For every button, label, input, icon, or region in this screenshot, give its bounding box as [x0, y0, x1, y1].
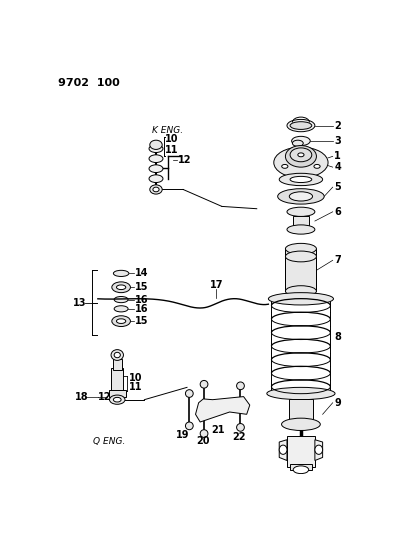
Ellipse shape: [298, 153, 304, 157]
Text: K ENG.: K ENG.: [152, 126, 183, 134]
Ellipse shape: [287, 119, 315, 132]
Ellipse shape: [114, 296, 128, 303]
Polygon shape: [315, 440, 323, 461]
Ellipse shape: [200, 381, 208, 388]
Ellipse shape: [274, 147, 328, 178]
Text: 15: 15: [135, 282, 148, 292]
Text: 22: 22: [232, 432, 246, 442]
Ellipse shape: [285, 251, 316, 262]
Bar: [109, 391, 126, 397]
Ellipse shape: [114, 352, 120, 358]
Text: 12: 12: [98, 392, 111, 401]
Text: 11: 11: [165, 145, 179, 155]
Ellipse shape: [200, 430, 208, 438]
Text: 20: 20: [196, 436, 209, 446]
Text: Q ENG.: Q ENG.: [93, 438, 126, 447]
Text: 2: 2: [334, 120, 341, 131]
Ellipse shape: [112, 282, 130, 293]
Text: 1: 1: [334, 151, 341, 161]
Ellipse shape: [287, 225, 315, 234]
Text: 18: 18: [75, 392, 88, 401]
Text: 7: 7: [334, 255, 341, 265]
Ellipse shape: [185, 422, 193, 430]
Text: 12: 12: [178, 155, 191, 165]
Text: 6: 6: [334, 207, 341, 217]
Text: 16: 16: [135, 295, 148, 304]
Ellipse shape: [150, 185, 162, 194]
Ellipse shape: [285, 286, 316, 296]
Ellipse shape: [149, 155, 163, 163]
Ellipse shape: [149, 175, 163, 182]
Ellipse shape: [267, 387, 335, 400]
Bar: [289, 399, 312, 424]
Text: 3: 3: [334, 136, 341, 146]
Text: 16: 16: [135, 304, 148, 314]
Ellipse shape: [116, 319, 126, 324]
Ellipse shape: [279, 445, 287, 454]
Ellipse shape: [268, 293, 333, 305]
Text: 11: 11: [129, 382, 142, 392]
Bar: [111, 368, 123, 391]
Ellipse shape: [279, 173, 323, 185]
Ellipse shape: [150, 140, 162, 149]
Ellipse shape: [282, 165, 288, 168]
Text: 9702  100: 9702 100: [58, 78, 119, 88]
Ellipse shape: [111, 350, 123, 360]
Ellipse shape: [290, 176, 312, 182]
Ellipse shape: [114, 306, 128, 312]
Text: 13: 13: [73, 297, 87, 308]
Ellipse shape: [237, 424, 245, 431]
Ellipse shape: [293, 466, 309, 474]
Polygon shape: [196, 397, 250, 422]
Text: 19: 19: [176, 430, 190, 440]
Ellipse shape: [112, 316, 130, 327]
Bar: [285, 249, 316, 291]
Ellipse shape: [153, 187, 159, 192]
Ellipse shape: [292, 136, 310, 146]
Ellipse shape: [287, 207, 315, 216]
Bar: [293, 216, 309, 230]
Ellipse shape: [282, 418, 320, 431]
Text: 17: 17: [210, 280, 224, 290]
Ellipse shape: [292, 140, 303, 147]
Ellipse shape: [285, 244, 316, 254]
Ellipse shape: [116, 285, 126, 289]
Ellipse shape: [237, 382, 245, 390]
Ellipse shape: [149, 165, 163, 173]
Ellipse shape: [290, 148, 312, 161]
Polygon shape: [279, 440, 287, 461]
Bar: [113, 359, 122, 370]
Ellipse shape: [149, 145, 163, 152]
Bar: [287, 436, 315, 467]
Text: 10: 10: [129, 373, 142, 383]
Text: 21: 21: [211, 425, 225, 435]
Text: 8: 8: [334, 332, 341, 342]
Ellipse shape: [185, 390, 193, 398]
Ellipse shape: [285, 146, 316, 167]
Text: 15: 15: [135, 316, 148, 326]
Ellipse shape: [314, 165, 320, 168]
Text: 5: 5: [334, 182, 341, 192]
Ellipse shape: [315, 445, 323, 454]
Ellipse shape: [109, 395, 125, 405]
Text: 4: 4: [334, 162, 341, 172]
Text: 9: 9: [334, 398, 341, 408]
Ellipse shape: [113, 270, 129, 277]
Ellipse shape: [290, 122, 312, 130]
Ellipse shape: [278, 189, 324, 204]
Text: 14: 14: [135, 269, 148, 278]
Bar: [290, 464, 312, 470]
Ellipse shape: [113, 398, 121, 402]
Ellipse shape: [289, 192, 312, 201]
Text: 10: 10: [165, 134, 179, 144]
